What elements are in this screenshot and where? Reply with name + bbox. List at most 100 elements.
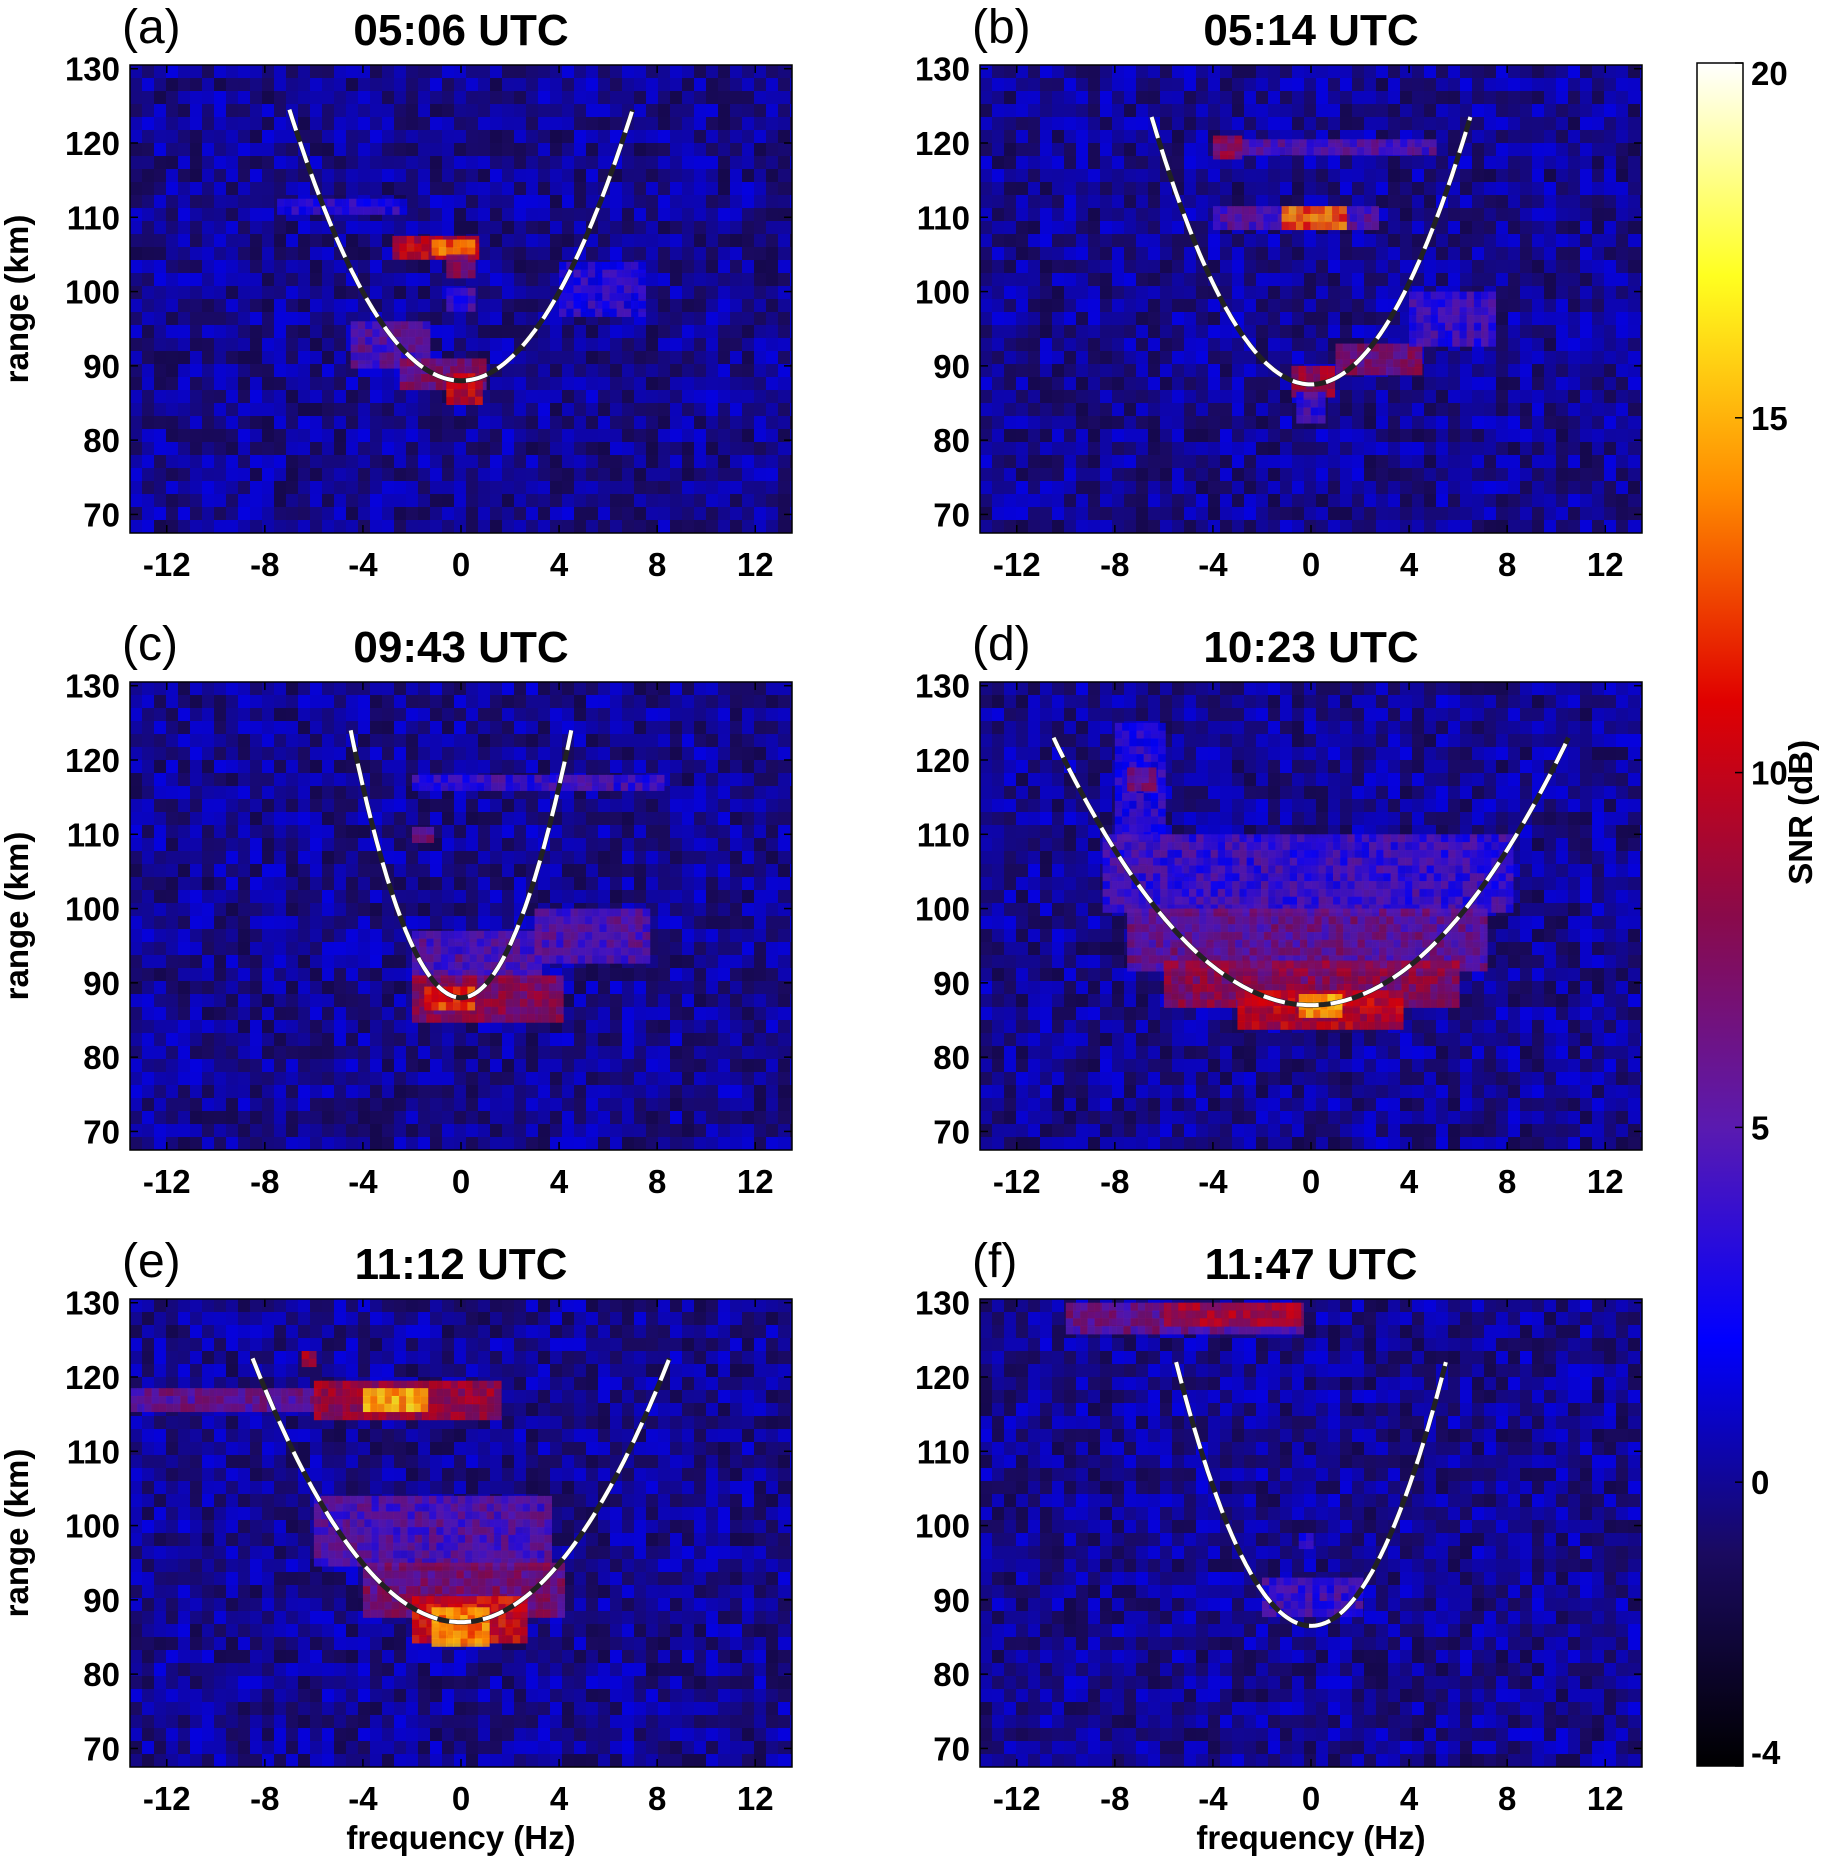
x-tick-label: -12 [143,1780,191,1817]
panel-title: 11:12 UTC [355,1240,568,1289]
x-tick-label: 8 [648,1780,666,1817]
y-tick-label: 110 [917,1433,970,1470]
y-tick-label: 100 [915,274,970,311]
signal-region-5 [1335,343,1423,376]
panel-e: -12 -8 -4 0 4 8 12 70 80 90 100 110 120 130(e) 11:12 U… [0,1235,793,1856]
signal-region-4 [1163,960,1460,1008]
signal-region-6 [1409,291,1496,347]
x-tick-label: -12 [993,546,1041,583]
y-axis-label: range (km) [0,832,35,1001]
y-tick-label: 70 [83,1113,120,1150]
y-tick-label: 110 [917,816,970,853]
colorbar-tick-label: -4 [1751,1734,1781,1771]
y-tick-label: 70 [933,1113,970,1150]
x-tick-label: 12 [1587,546,1624,583]
signal-region-2 [431,239,476,256]
model-curve-dashed [1149,116,1473,387]
panel-letter: (c) [122,618,178,671]
x-tick-label: -8 [1100,546,1129,583]
signal-region-5 [313,1495,552,1567]
y-tick-label: 130 [65,1285,120,1322]
y-tick-label: 80 [83,1039,120,1076]
colorbar-tick-label: 20 [1751,55,1788,92]
signal-region-1 [1212,139,1437,156]
heatmap-features [1102,722,1514,1030]
signal-region-2 [1163,1302,1302,1327]
y-tick-label: 130 [915,668,970,705]
panel-f: -12 -8 -4 0 4 8 12 70 80 90 100 110 120 130(f) 11:47 U… [915,1235,1643,1856]
colorbar-tick-label: 10 [1751,755,1788,792]
y-tick-label: 70 [933,496,970,533]
x-tick-label: 8 [1498,546,1516,583]
panel-letter: (d) [972,618,1031,671]
panel-letter: (a) [122,1,181,54]
y-tick-label: 80 [83,422,120,459]
model-curve-dashed [1174,1361,1448,1628]
signal-region-4 [1281,206,1347,231]
x-tick-label: 12 [1587,1780,1624,1817]
x-tick-label: 0 [452,1163,470,1200]
x-tick-label: 0 [452,546,470,583]
y-tick-label: 110 [67,816,120,853]
y-tick-label: 70 [83,1730,120,1767]
y-tick-label: 100 [65,891,120,928]
x-tick-label: 4 [1400,1780,1419,1817]
colorbar: 20 15 10 5 0 -4 SNR (dB) [1696,55,1819,1771]
y-tick-label: 70 [933,1730,970,1767]
x-tick-label: -12 [993,1163,1041,1200]
y-tick-label: 90 [83,1582,120,1619]
y-tick-label: 130 [915,1285,970,1322]
x-tick-label: -8 [250,546,279,583]
panel-title: 10:23 UTC [1203,623,1418,672]
y-tick-label: 80 [933,1656,970,1693]
signal-region-8 [1296,391,1326,424]
colorbar-tick-label: 5 [1751,1109,1769,1146]
panel-letter: (e) [122,1235,181,1288]
y-tick-label: 130 [65,51,120,88]
y-tick-label: 90 [933,348,970,385]
signal-region-1 [411,774,665,791]
signal-region-2 [1102,834,1514,913]
panel-b: -12 -8 -4 0 4 8 12 70 80 90 100 110 120 130(b) 05:14 U… [915,1,1643,583]
x-tick-label: -8 [1100,1780,1129,1817]
colorbar-tick-label: 15 [1751,400,1788,437]
colorbar-gradient [1696,62,1744,1767]
y-tick-label: 90 [83,348,120,385]
heatmap-noise [980,1299,1642,1767]
x-tick-label: 4 [1400,546,1419,583]
signal-region-3 [534,908,651,964]
heatmap-noise [980,65,1642,533]
x-axis-label: frequency (Hz) [1196,1819,1425,1856]
model-curve-dashed [250,1357,672,1625]
x-tick-label: 4 [550,1163,569,1200]
heatmap-noise [130,682,792,1150]
y-tick-label: 120 [65,1359,120,1396]
panel-letter: (f) [972,1235,1017,1288]
heatmap-features [277,198,646,405]
y-tick-label: 130 [65,668,120,705]
y-tick-label: 100 [915,891,970,928]
x-tick-label: 12 [737,1163,774,1200]
x-tick-label: -12 [143,546,191,583]
y-tick-label: 90 [933,1582,970,1619]
x-tick-label: -8 [250,1163,279,1200]
model-curve-dashed [1051,736,1571,1008]
y-tick-label: 80 [83,1656,120,1693]
y-tick-label: 80 [933,1039,970,1076]
panel-title: 05:14 UTC [1203,6,1418,55]
panel-a: -12 -8 -4 0 4 8 12 70 80 90 100 110 120 130(a) 05:06 U… [0,1,793,583]
signal-region-7 [1127,767,1157,792]
y-tick-label: 110 [67,199,120,236]
x-tick-label: 12 [1587,1163,1624,1200]
x-tick-label: -12 [143,1163,191,1200]
signal-region-4 [1298,1533,1314,1550]
x-tick-label: -4 [348,1780,378,1817]
x-tick-label: 8 [1498,1163,1516,1200]
x-tick-label: 4 [550,546,569,583]
x-tick-label: -12 [993,1780,1041,1817]
y-tick-label: 100 [915,1508,970,1545]
x-tick-label: 8 [648,546,666,583]
x-tick-label: -4 [348,1163,378,1200]
panel-d: -12 -8 -4 0 4 8 12 70 80 90 100 110 120 130(d) 10:23 U… [915,618,1643,1200]
